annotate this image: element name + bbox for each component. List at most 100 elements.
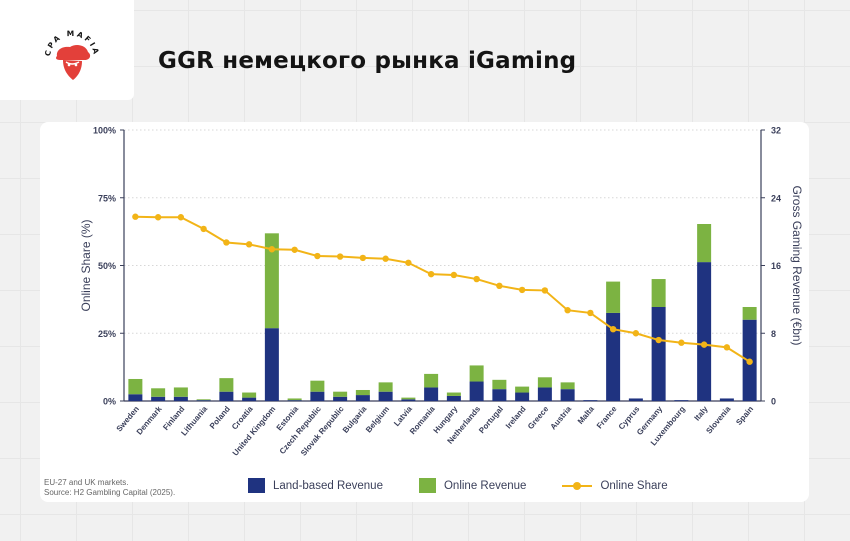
chart-card: 0% 0 25% 8 50% 16 75% 24 100% 32 Online Share (%) G… xyxy=(40,122,809,502)
bar-online xyxy=(537,377,552,388)
bar-land xyxy=(628,398,643,401)
bar-land xyxy=(355,395,370,401)
x-tick-label: Spain xyxy=(734,404,755,427)
bar-online xyxy=(219,378,234,392)
y-axis-label-right: Gross Gaming Revenue (€bn) xyxy=(790,185,804,345)
x-tick-label: Ireland xyxy=(504,404,528,430)
share-point xyxy=(609,325,617,333)
x-tick-label: Belgium xyxy=(364,405,391,435)
tick-label-right: 24 xyxy=(771,193,781,203)
ggr-chart: 0% 0 25% 8 50% 16 75% 24 100% 32 Online Share (%) G… xyxy=(79,126,804,458)
share-point xyxy=(678,339,685,346)
bar-online xyxy=(333,391,348,397)
share-point xyxy=(496,282,503,290)
share-point xyxy=(564,307,571,314)
share-point xyxy=(314,252,321,260)
bar-land xyxy=(697,262,712,401)
legend-swatch-land xyxy=(248,478,265,493)
bar-online xyxy=(173,387,188,397)
logo-hat-icon xyxy=(56,44,91,60)
bar-land xyxy=(128,394,143,401)
legend-label-online: Online Revenue xyxy=(443,479,527,492)
x-tick-label: Austria xyxy=(549,404,574,431)
share-point xyxy=(291,246,298,253)
legend-item-online: Online Revenue xyxy=(418,478,527,493)
legend-swatch-share xyxy=(562,479,593,493)
tick-label-left: 75% xyxy=(98,193,116,203)
bar-online xyxy=(446,392,461,396)
x-tick-label: Greece xyxy=(526,404,551,431)
y-axis-label-left: Online Share (%) xyxy=(79,219,93,311)
share-point xyxy=(382,255,389,262)
bar-land xyxy=(378,391,393,401)
bar-online xyxy=(196,399,211,401)
bar-land xyxy=(492,389,507,401)
share-point xyxy=(655,336,662,344)
bar-land xyxy=(242,397,257,401)
share-point xyxy=(132,213,139,220)
bar-land xyxy=(446,395,461,401)
bar-online xyxy=(287,398,302,401)
note-source: Source: H2 Gambling Capital (2025). xyxy=(44,488,176,497)
tick-label-right: 16 xyxy=(771,261,781,271)
bar-land xyxy=(264,328,279,401)
share-point xyxy=(223,239,230,246)
share-point xyxy=(154,214,162,221)
legend-swatch-online xyxy=(418,478,436,493)
bar-online xyxy=(424,373,439,388)
bar-online xyxy=(310,380,325,392)
legend-label-land: Land-based Revenue xyxy=(273,479,383,492)
x-tick-label: Malta xyxy=(576,404,596,426)
note-markets: EU-27 and UK markets. xyxy=(44,478,129,487)
tick-label-left: 50% xyxy=(98,261,116,271)
x-tick-label: Slovenia xyxy=(704,404,732,435)
tick-label-right: 0 xyxy=(771,397,776,407)
bar-land xyxy=(424,387,439,401)
bar-land xyxy=(173,396,188,401)
share-point xyxy=(427,270,435,278)
bar-land xyxy=(401,399,416,401)
bar-land xyxy=(196,400,211,401)
bar-online xyxy=(697,224,712,263)
bar-land xyxy=(310,391,325,401)
share-point xyxy=(405,259,412,266)
share-point xyxy=(359,254,367,262)
x-tick-label: France xyxy=(595,404,619,430)
x-tick-label: Portugal xyxy=(477,405,505,436)
share-point xyxy=(177,214,185,221)
x-tick-label: Latvia xyxy=(392,404,414,428)
share-point xyxy=(700,341,708,348)
share-point xyxy=(723,344,731,351)
share-point xyxy=(268,246,276,253)
share-point xyxy=(450,271,458,279)
bar-online xyxy=(742,306,757,320)
share-point xyxy=(632,330,640,337)
bar-land xyxy=(515,392,530,401)
bar-online xyxy=(401,397,416,400)
legend-item-land: Land-based Revenue xyxy=(248,478,383,493)
bar-land xyxy=(537,387,552,401)
share-point xyxy=(541,287,549,294)
bar-online xyxy=(355,389,370,396)
bar-online xyxy=(606,281,621,313)
tick-label-right: 8 xyxy=(771,329,776,339)
bar-online xyxy=(264,233,279,329)
x-tick-label: United Kingdom xyxy=(231,405,278,458)
share-point xyxy=(245,241,253,248)
tick-label-left: 25% xyxy=(98,329,116,339)
chart-legend: Land-based Revenue Online Revenue Online… xyxy=(248,478,668,493)
logo-icon: CPA MAFIA xyxy=(43,29,99,80)
logo-card: CPA MAFIA xyxy=(0,0,134,100)
bar-online xyxy=(515,386,530,393)
x-tick-label: Italy xyxy=(692,404,710,422)
share-point xyxy=(518,286,526,294)
bar-online xyxy=(492,379,507,390)
bar-online xyxy=(128,378,143,395)
bar-online xyxy=(378,382,393,392)
x-tick-label: Poland xyxy=(208,404,232,430)
bar-online xyxy=(469,365,484,382)
share-line xyxy=(135,215,751,363)
bar-land xyxy=(651,306,666,401)
bar-land xyxy=(583,400,598,401)
bar-land xyxy=(219,391,234,401)
